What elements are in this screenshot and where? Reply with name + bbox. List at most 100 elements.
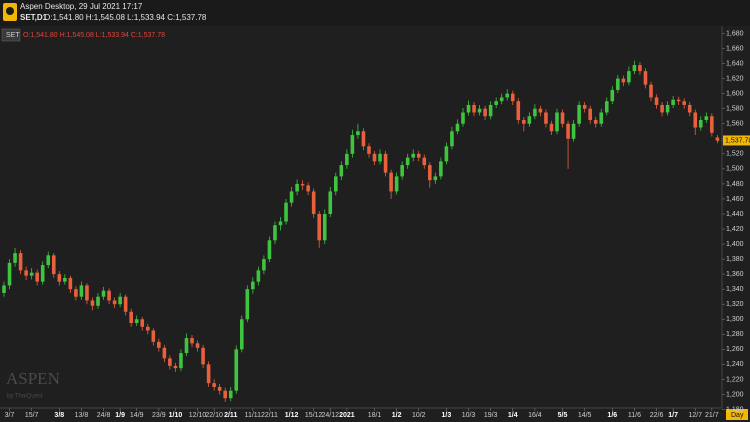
x-tick-label: 13/8 (75, 412, 89, 419)
candle-body (57, 274, 62, 282)
candle-body (317, 213, 322, 241)
y-tick-label: 1,440 (726, 211, 744, 218)
candle-body (35, 272, 39, 282)
x-tick-label: 16/4 (528, 412, 542, 419)
candle-body (112, 300, 117, 305)
header-ohlc: O:1,541.80 H:1,545.08 L:1,533.94 C:1,537… (44, 13, 207, 22)
candle-body (483, 108, 487, 117)
y-tick-label: 1,260 (726, 346, 744, 353)
x-tick-label: 14/9 (130, 412, 144, 419)
period-badge[interactable] (726, 409, 748, 420)
candle-body (262, 259, 266, 271)
x-tick-label: 19/3 (484, 412, 498, 419)
candle-body (184, 338, 189, 354)
y-tick-label: 1,660 (726, 45, 744, 52)
candle-body (256, 270, 261, 282)
candle-body (85, 285, 89, 301)
candle-body (604, 101, 609, 113)
candle-body (239, 319, 244, 350)
candle-body (428, 165, 432, 181)
candle-body (538, 108, 543, 113)
candle-body (433, 176, 438, 181)
candle-body (571, 123, 576, 139)
candle-body (555, 112, 559, 132)
candle-body (400, 165, 404, 177)
candle-body (405, 157, 410, 166)
candle-body (472, 104, 476, 113)
candle-body (389, 172, 393, 192)
candle-body (46, 255, 51, 266)
candle-body (273, 225, 277, 241)
app-title: Aspen Desktop, 29 Jul 2021 17:17 (20, 2, 143, 11)
candle-body (522, 119, 526, 124)
y-tick-label: 1,600 (726, 91, 744, 98)
y-tick-label: 1,280 (726, 331, 744, 338)
last-price-label: 1,537.78 (725, 137, 750, 144)
x-tick-label: 1/10 (169, 412, 183, 419)
x-tick-label: 22/6 (650, 412, 664, 419)
candle-body (217, 386, 222, 391)
candle-body (101, 290, 106, 297)
candle-body (649, 84, 653, 98)
candle-body (162, 347, 167, 359)
candle-body (616, 78, 620, 90)
x-tick-label: 21/7 (705, 412, 719, 419)
candle-body (251, 281, 255, 290)
x-tick-label: 12/10 (189, 412, 207, 419)
candle-body (63, 277, 67, 282)
candle-body (145, 326, 150, 331)
x-tick-label: 2021 (339, 412, 355, 419)
y-tick-label: 1,420 (726, 226, 744, 233)
candle-body (212, 383, 216, 387)
candle-body (383, 153, 388, 173)
candle-body (560, 112, 565, 124)
candle-body (96, 296, 100, 306)
watermark: ASPEN (6, 369, 60, 388)
candle-body (228, 390, 233, 399)
y-tick-label: 1,360 (726, 271, 744, 278)
candle-body (638, 65, 642, 72)
y-tick-label: 1,380 (726, 256, 744, 263)
symbol-badge[interactable] (1, 28, 21, 42)
candle-body (151, 330, 156, 342)
y-tick-label: 1,340 (726, 286, 744, 293)
x-tick-label: 10/3 (462, 412, 476, 419)
candle-body (533, 108, 537, 117)
candle-body (698, 119, 703, 128)
y-tick-label: 1,500 (726, 166, 744, 173)
candle-body (643, 71, 648, 85)
candle-body (466, 104, 471, 113)
x-tick-label: 1/4 (508, 412, 518, 419)
candle-body (516, 101, 521, 120)
candle-body (267, 240, 272, 260)
candle-body (18, 253, 23, 271)
candle-body (356, 131, 360, 136)
candle-body (593, 119, 598, 124)
candle-body (311, 191, 316, 214)
candle-body (704, 116, 709, 120)
candle-body (361, 131, 366, 147)
candle-body (439, 161, 443, 177)
y-tick-label: 1,560 (726, 121, 744, 128)
candle-body (660, 104, 664, 113)
candle-body (632, 65, 637, 72)
candle-body (671, 99, 675, 105)
candle-body (566, 123, 570, 139)
y-tick-label: 1,400 (726, 241, 744, 248)
candle-body (682, 101, 686, 105)
candle-body (173, 365, 178, 369)
x-tick-label: 23/9 (152, 412, 166, 419)
x-tick-label: 10/2 (412, 412, 426, 419)
x-tick-label: 1/12 (285, 412, 299, 419)
candle-body (367, 146, 371, 154)
x-tick-label: 11/6 (628, 412, 641, 419)
candle-body (295, 183, 299, 192)
candle-body (334, 176, 338, 192)
candle-body (179, 353, 183, 369)
candle-body (2, 285, 6, 293)
watermark-sub: by ThaiQuest (7, 394, 43, 400)
candle-body (74, 289, 78, 297)
app-icon-mark (6, 7, 14, 15)
y-tick-label: 1,320 (726, 301, 744, 308)
last-price-tag (723, 135, 750, 146)
